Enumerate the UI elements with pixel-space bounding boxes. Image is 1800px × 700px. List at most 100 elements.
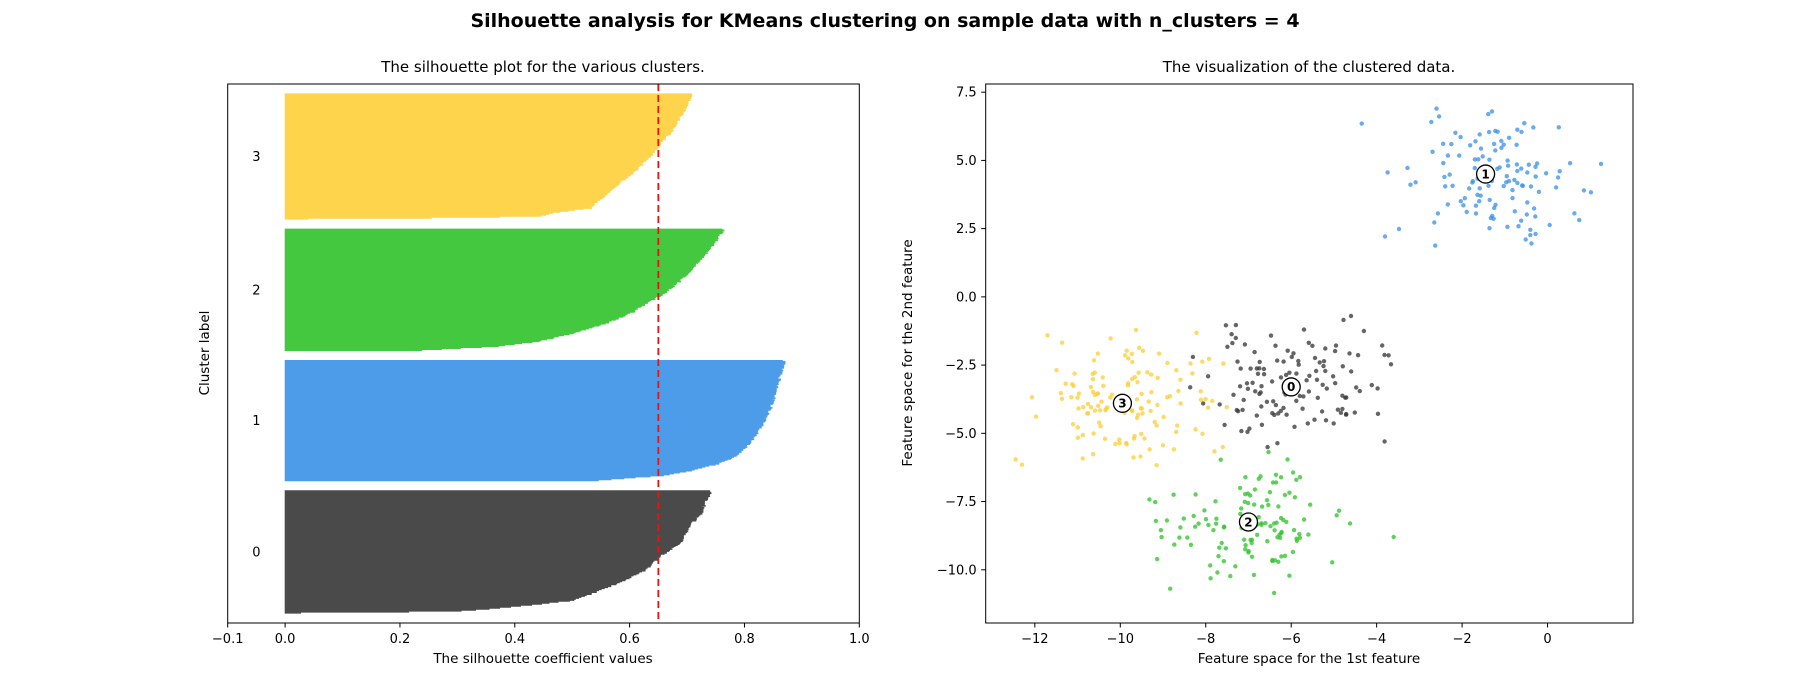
data-point: [1543, 171, 1549, 176]
data-point: [1264, 498, 1270, 503]
data-point: [1155, 375, 1160, 381]
data-point: [1165, 395, 1170, 400]
data-point: [1243, 547, 1248, 552]
data-point: [1113, 441, 1118, 447]
data-point: [1097, 420, 1102, 425]
data-point: [1442, 174, 1447, 180]
data-point: [1382, 352, 1387, 358]
data-point: [1109, 392, 1115, 397]
cluster-3-band-label: 3: [252, 150, 260, 165]
data-point: [1271, 399, 1276, 404]
data-point: [1091, 431, 1096, 436]
data-point: [1249, 537, 1255, 542]
data-point: [1512, 177, 1517, 183]
data-point: [1178, 401, 1183, 406]
silhouette-plot-xtick-label: 0.0: [275, 632, 296, 647]
data-point: [1349, 369, 1354, 374]
data-point: [1139, 431, 1144, 437]
data-point: [1255, 532, 1260, 537]
data-point: [1271, 590, 1277, 596]
data-point: [1273, 402, 1279, 408]
data-point: [1088, 384, 1094, 390]
data-point: [1516, 224, 1521, 229]
data-point: [1296, 358, 1301, 364]
cluster-3-center-label: 3: [1118, 397, 1126, 411]
data-point: [1380, 343, 1385, 348]
data-point: [1273, 480, 1279, 485]
data-point: [1271, 521, 1277, 526]
data-point: [1129, 351, 1135, 357]
data-point: [1019, 462, 1025, 467]
data-point: [1361, 328, 1367, 334]
scatter-plot-title: The visualization of the clustered data.: [1162, 58, 1456, 76]
data-point: [1242, 342, 1248, 347]
data-point: [1125, 381, 1131, 386]
data-point: [1355, 353, 1361, 358]
data-point: [1598, 161, 1604, 167]
data-point: [1555, 175, 1561, 180]
data-point: [1201, 401, 1206, 406]
data-point: [1340, 364, 1346, 369]
scatter-cluster-3-points: [1013, 327, 1230, 468]
data-point: [1504, 180, 1509, 185]
data-point: [1233, 564, 1238, 569]
data-point: [1281, 405, 1286, 411]
data-point: [1294, 538, 1300, 544]
data-point: [1269, 379, 1275, 384]
data-point: [1268, 524, 1273, 529]
data-point: [1076, 406, 1081, 411]
data-point: [1259, 504, 1265, 509]
data-point: [1284, 412, 1289, 417]
data-point: [1491, 216, 1496, 221]
data-point: [1519, 218, 1524, 223]
data-point: [1154, 556, 1160, 562]
data-point: [1477, 199, 1482, 204]
data-point: [1344, 411, 1349, 417]
data-point: [1259, 521, 1264, 526]
data-point: [1320, 382, 1325, 387]
data-point: [1239, 506, 1244, 511]
data-point: [1171, 492, 1176, 497]
data-point: [1221, 559, 1227, 564]
data-point: [1097, 408, 1103, 413]
data-point: [1138, 454, 1143, 459]
data-point: [1264, 399, 1270, 404]
data-point: [1391, 534, 1396, 540]
data-point: [1487, 157, 1492, 162]
data-point: [1248, 366, 1253, 371]
data-point: [1333, 381, 1338, 386]
data-point: [1440, 141, 1446, 146]
data-point: [1515, 180, 1520, 186]
data-point: [1556, 125, 1562, 130]
silhouette-cluster-2-shape: [284, 228, 725, 352]
data-point: [1493, 148, 1498, 153]
data-point: [1203, 396, 1208, 402]
data-point: [1181, 516, 1187, 521]
data-point: [1529, 241, 1534, 246]
data-point: [1134, 415, 1140, 421]
data-point: [1519, 183, 1525, 188]
data-point: [1278, 535, 1283, 540]
data-point: [1332, 348, 1338, 354]
data-point: [1557, 169, 1562, 174]
data-point: [1486, 111, 1491, 117]
data-point: [1522, 121, 1527, 126]
data-point: [1323, 346, 1328, 351]
data-point: [1468, 143, 1473, 148]
silhouette-plot-xtick-label: 0.4: [504, 632, 525, 647]
data-point: [1506, 135, 1512, 140]
data-point: [1317, 360, 1322, 365]
data-point: [1340, 406, 1345, 412]
data-point: [1301, 517, 1307, 522]
data-point: [1149, 390, 1154, 395]
data-point: [1275, 441, 1280, 446]
data-point: [1291, 351, 1296, 356]
data-point: [1472, 165, 1478, 171]
data-point: [1223, 323, 1229, 328]
data-point: [1147, 447, 1152, 452]
data-point: [1348, 313, 1354, 319]
data-point: [1297, 475, 1303, 480]
data-point: [1487, 197, 1492, 203]
data-point: [1076, 391, 1082, 396]
